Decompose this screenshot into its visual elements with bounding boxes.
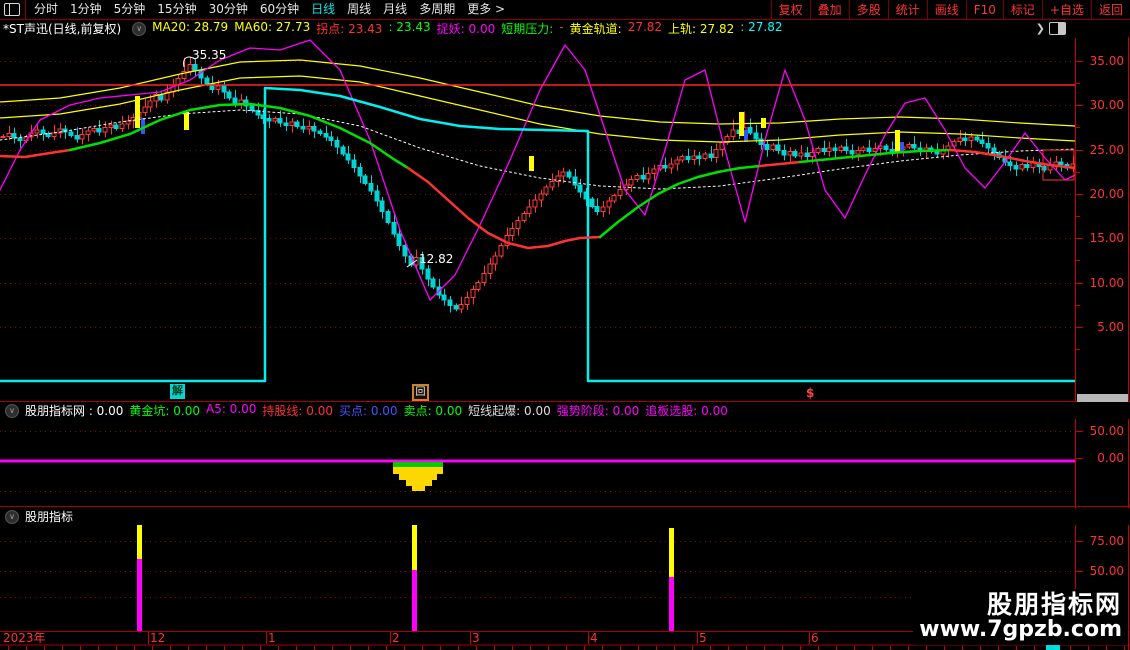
hold-line-red-b <box>406 166 602 250</box>
ma60-white-dotted-line <box>0 109 1076 190</box>
action-buttons: 复权 叠加 多股 统计 画线 F10 标记 +自选 返回 <box>770 0 1130 19</box>
hold-line-green-c <box>798 148 952 164</box>
indicator-value: 黄金坑: 0.00 <box>129 404 200 418</box>
toolbar-button[interactable]: 标记 <box>1002 0 1042 19</box>
period-tab[interactable]: 日线 <box>311 2 336 16</box>
y-axis-label: 50.00 <box>1089 424 1124 438</box>
indicator-value: MA20: 28.79 <box>152 20 229 34</box>
timeline-month-label: 6 <box>811 631 819 645</box>
indicator-value: - <box>559 20 564 34</box>
symbol-title: *ST声迅(日线,前复权) <box>3 22 122 36</box>
period-tabs: 分时 1分钟 5分钟 15分钟 30分钟 60分钟 日线 周线 月线 多周期 更多 > <box>28 0 511 19</box>
indicator-value: 短期压力: <box>501 22 554 36</box>
timeline-month-label: 5 <box>699 631 707 645</box>
period-tab[interactable]: 1分钟 <box>70 2 102 16</box>
hold-line-red-c <box>758 160 802 168</box>
y-axis-label: 35.00 <box>1089 54 1124 68</box>
hold-line-red-a <box>0 148 72 159</box>
gold-channel-upper-line <box>0 59 1076 127</box>
indicator-value: 买点: 0.00 <box>338 404 398 418</box>
hold-line-green-a <box>68 102 410 170</box>
indicator-value: 捉妖: 0.00 <box>436 22 496 36</box>
chevron-down-icon[interactable]: ∨ <box>5 509 19 524</box>
y-axis-label: 0.00 <box>1097 451 1124 465</box>
indicator-value: 强势阶段: 0.00 <box>556 404 640 418</box>
toolbar-button[interactable]: 多股 <box>848 0 888 19</box>
period-tab[interactable]: 多周期 <box>419 2 456 16</box>
indicator-value: 27.82 <box>627 20 663 34</box>
watermark-url: www.7gpzb.com <box>919 617 1122 642</box>
period-tab[interactable]: 30分钟 <box>208 2 248 16</box>
timeline-month-label: 4 <box>590 631 598 645</box>
y-axis-label: 20.00 <box>1089 187 1124 201</box>
chevron-down-icon[interactable]: ∨ <box>5 403 19 418</box>
toolbar-button[interactable]: 返回 <box>1090 0 1130 19</box>
watermark-site-name: 股朋指标网 <box>986 590 1122 619</box>
period-tab[interactable]: 分时 <box>34 2 59 16</box>
timeline-month-label: 2 <box>392 631 400 645</box>
main-chart-header: *ST声迅(日线,前复权) ∨ MA20: 28.79 MA60: 27.73 拐点… <box>0 20 1130 37</box>
gold-channel-lower-line <box>0 75 1076 143</box>
period-tab[interactable]: 15分钟 <box>157 2 197 16</box>
panel2-header: ∨ 股朋指标网 : 0.00 黄金坑: 0.00 A5: 0.00 持股线: 0.00… <box>0 402 1130 419</box>
period-tab[interactable]: 更多 > <box>467 2 506 16</box>
toolbar-button[interactable]: 画线 <box>926 0 966 19</box>
indicator-value: : 23.43 <box>388 20 431 34</box>
period-tab[interactable]: 60分钟 <box>259 2 300 16</box>
bottom-cyan-marker <box>1046 644 1060 650</box>
indicator-value: MA60: 27.73 <box>234 20 311 34</box>
signal-badge: 解 <box>170 384 185 399</box>
indicator-value: 上轨: 27.82 <box>668 22 735 36</box>
price-annotation: 35.35 <box>192 48 227 62</box>
y-axis-label: 50.00 <box>1089 564 1124 578</box>
toolbar-button[interactable]: 复权 <box>770 0 810 19</box>
zhuoyao-magenta-line <box>0 39 1076 301</box>
indicator-value: 持股线: 0.00 <box>262 404 333 418</box>
toolbar-button[interactable]: F10 <box>965 0 1003 19</box>
indicator-value: A5: 0.00 <box>205 402 257 416</box>
y-axis-label: 15.00 <box>1089 231 1124 245</box>
y-axis-label: 25.00 <box>1089 143 1124 157</box>
indicator-value: 股朋指标网 : 0.00 <box>25 404 124 418</box>
indicator-value: 黄金轨道: <box>569 22 622 36</box>
timeline-year-label: 2023年 <box>3 631 46 645</box>
period-tab[interactable]: 周线 <box>347 2 372 16</box>
panel3-title: 股朋指标 <box>25 510 74 524</box>
period-tab[interactable]: 月线 <box>383 2 408 16</box>
indicator-values: MA20: 28.79 MA60: 27.73 拐点: 23.43 : 23.43 捉妖… <box>152 20 788 37</box>
price-annotation: 12.82 <box>419 252 454 266</box>
period-tab[interactable]: 5分钟 <box>113 2 146 16</box>
timeline-month-label: 3 <box>472 631 480 645</box>
watermark: 股朋指标网 www.7gpzb.com <box>913 589 1128 645</box>
chevron-down-icon[interactable]: ∨ <box>132 21 147 36</box>
hold-line-green-b <box>598 164 762 239</box>
layout-icon[interactable] <box>4 3 20 16</box>
indicator-value: 拐点: 23.43 <box>316 22 383 36</box>
toolbar-button[interactable]: 统计 <box>887 0 927 19</box>
signal-cyan-line <box>0 86 1077 383</box>
indicator-value: 短线起爆: 0.00 <box>468 404 551 418</box>
y-axis-label: 5.00 <box>1097 320 1124 334</box>
toolbar-divider <box>25 0 26 19</box>
top-toolbar: 分时 1分钟 5分钟 15分钟 30分钟 60分钟 日线 周线 月线 多周期 更多 > 复权 叠加 多股… <box>0 0 1130 20</box>
toolbar-button[interactable]: +自选 <box>1041 0 1091 19</box>
chevron-right-icon[interactable]: ❯ <box>1035 22 1045 35</box>
indicator-value: 卖点: 0.00 <box>403 404 463 418</box>
signal-badge: 回 <box>412 384 429 401</box>
panel-toggle-icon[interactable] <box>1049 22 1066 35</box>
toolbar-button[interactable]: 叠加 <box>809 0 849 19</box>
y-axis-label: 10.00 <box>1089 276 1124 290</box>
hold-line-red-d <box>948 148 1077 170</box>
indicator-value: 追板选股: 0.00 <box>645 404 728 418</box>
indicator-value: : 27.82 <box>740 20 783 34</box>
timeline-month-label: 1 <box>268 631 276 645</box>
panel3-header: ∨ 股朋指标 <box>0 508 1130 525</box>
timeline-month-label: 12 <box>150 631 166 645</box>
signal-badge: $ <box>806 386 815 400</box>
y-axis-label: 30.00 <box>1089 98 1124 112</box>
panel2-indicator-values: 股朋指标网 : 0.00 黄金坑: 0.00 A5: 0.00 持股线: 0.00 买点… <box>25 402 734 419</box>
y-axis-label: 75.00 <box>1089 534 1124 548</box>
